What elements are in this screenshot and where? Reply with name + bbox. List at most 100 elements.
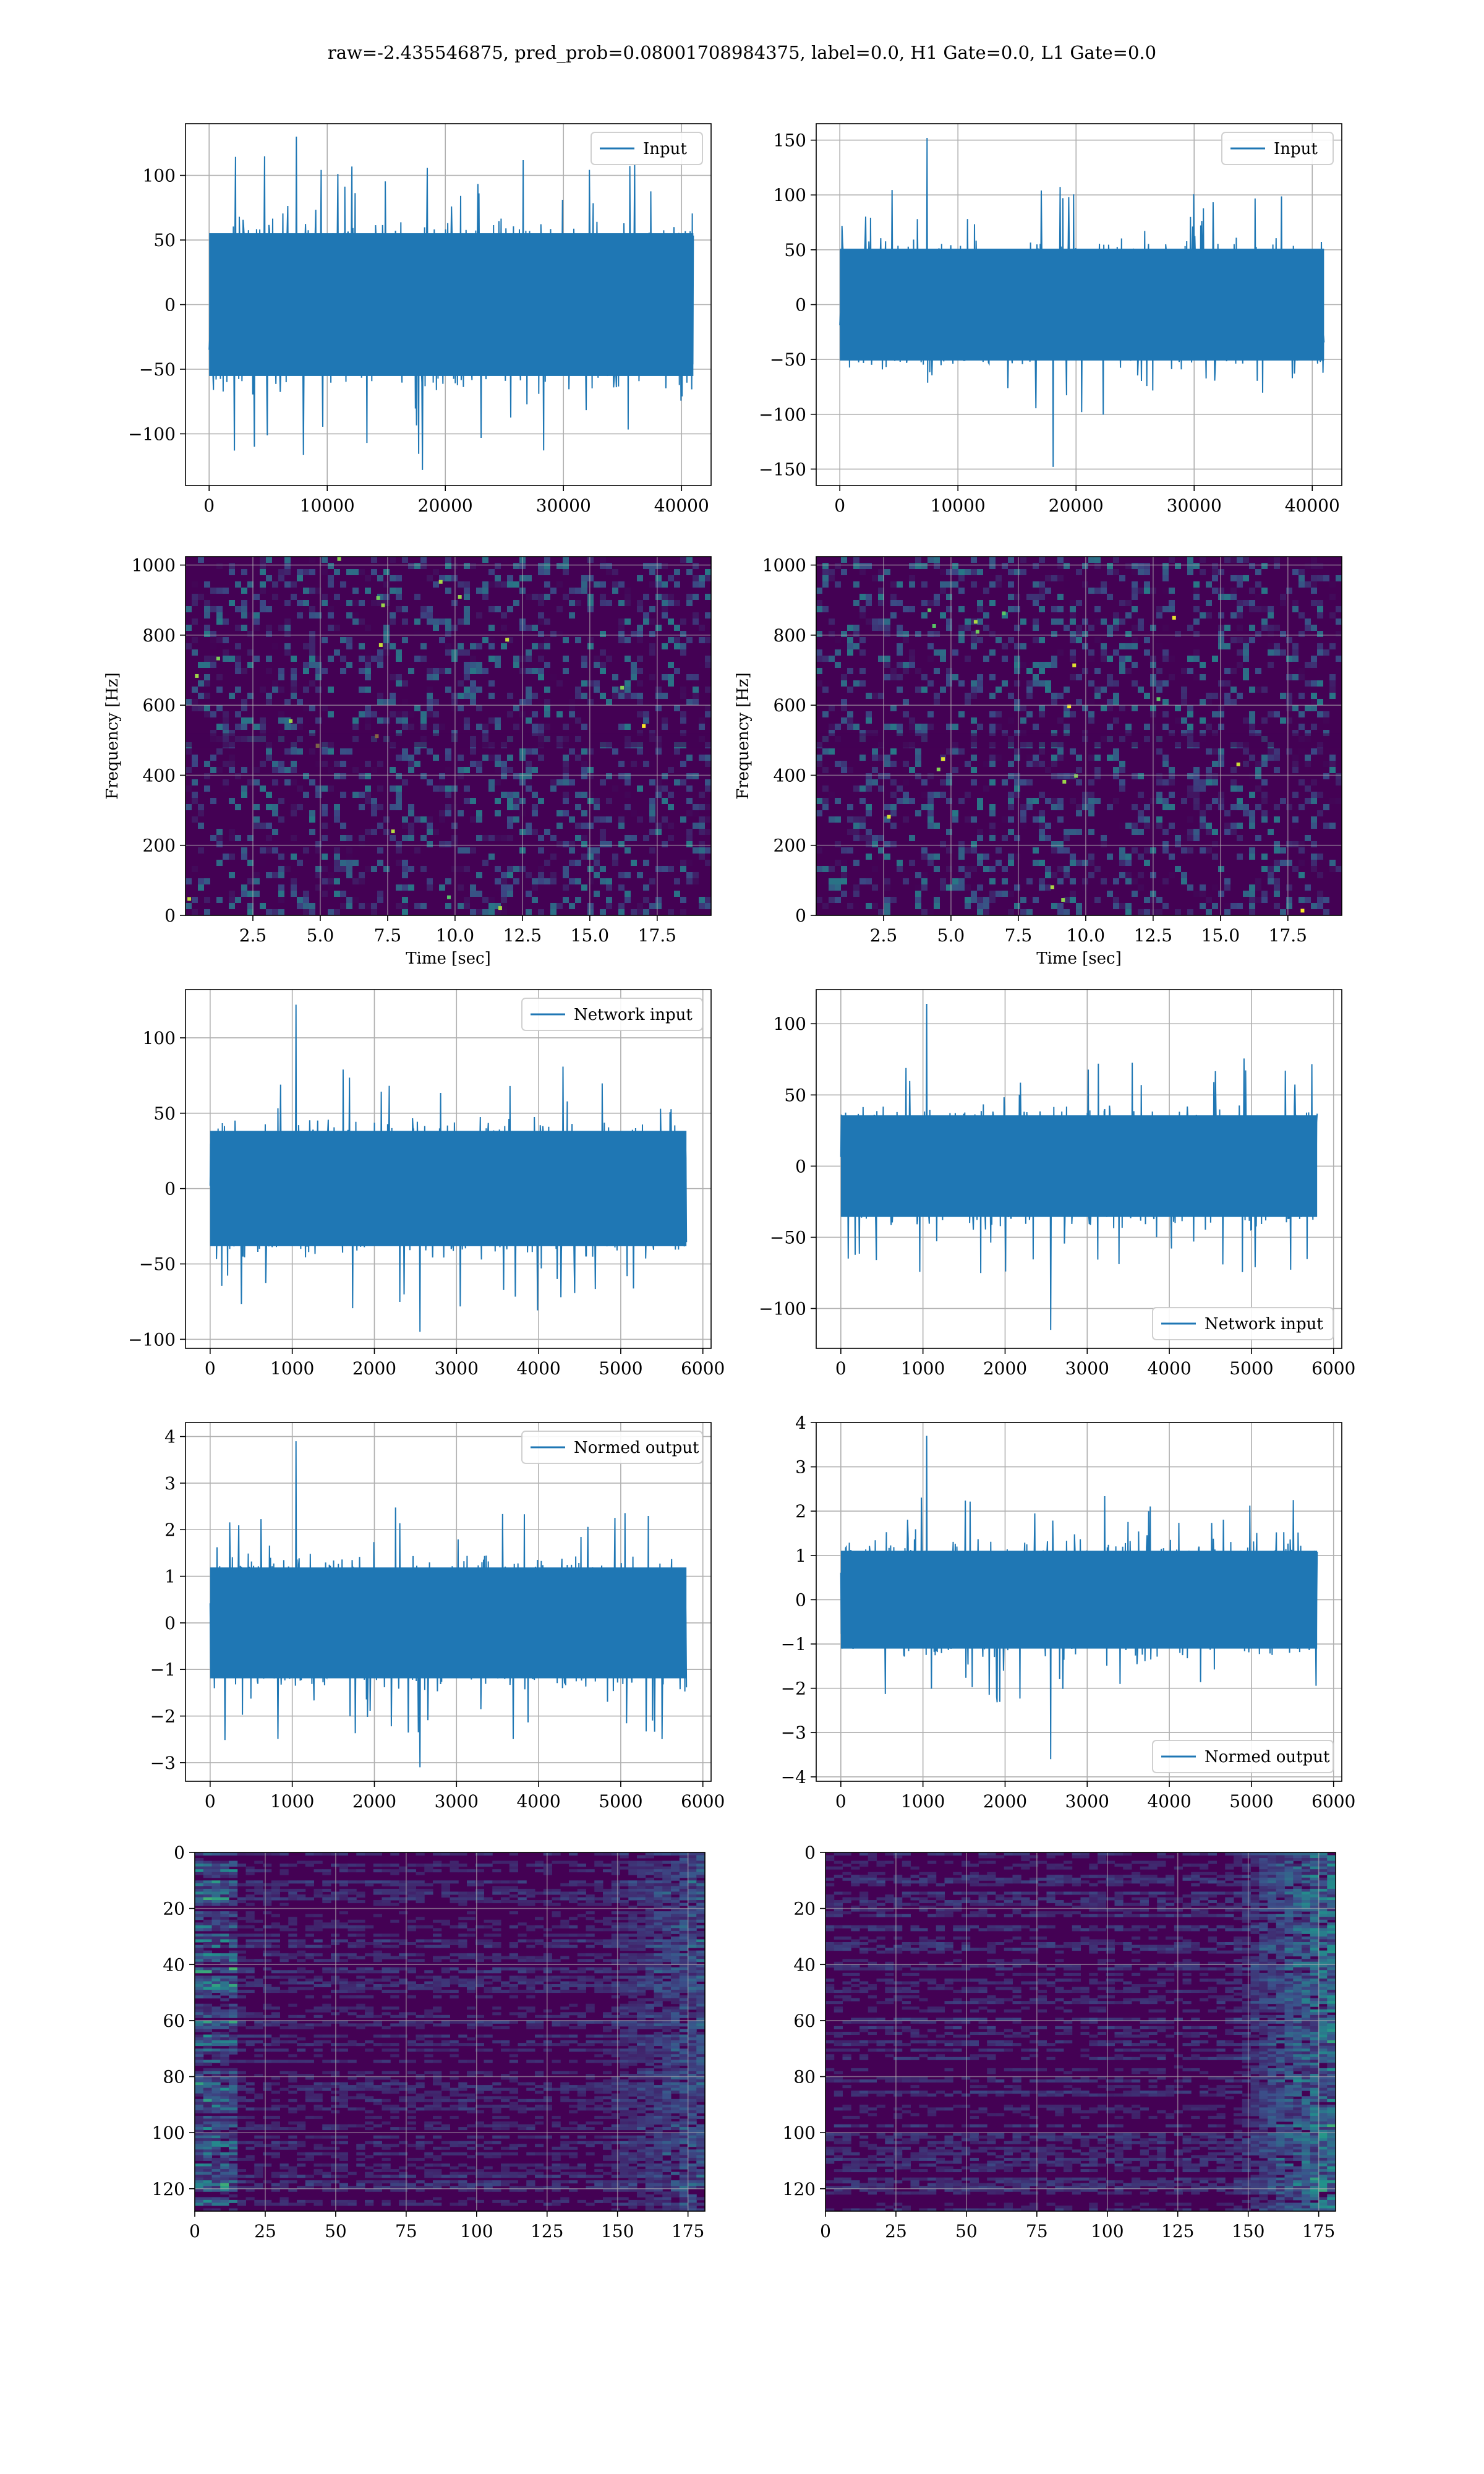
heatmap-cell (195, 1933, 204, 1937)
heatmap-cell (631, 860, 637, 866)
heatmap-cell (339, 1869, 348, 1873)
heatmap-cell (674, 637, 680, 643)
heatmap-cell (271, 1886, 280, 1890)
heatmap-cell (965, 816, 971, 823)
heatmap-cell (211, 1886, 221, 1890)
heatmap-cell (1200, 569, 1206, 575)
heatmap-cell (492, 1860, 501, 1864)
heatmap-cell (383, 699, 390, 705)
heatmap-cell (203, 1995, 212, 1999)
heatmap-cell (637, 1875, 646, 1878)
heatmap-cell (1039, 810, 1045, 816)
heatmap-cell (1175, 705, 1181, 711)
heatmap-cell (266, 847, 272, 854)
heatmap-cell (556, 773, 563, 779)
heatmap-cell (334, 755, 340, 761)
heatmap-cell (1162, 903, 1169, 909)
heatmap-cell (245, 1866, 255, 1870)
heatmap-cell (482, 909, 488, 915)
heatmap-cell (897, 674, 903, 680)
heatmap-cell (390, 575, 396, 581)
heatmap-cell (427, 699, 433, 705)
heatmap-cell (897, 860, 903, 866)
heatmap-cell (1008, 860, 1014, 866)
heatmap-cell (488, 656, 495, 662)
heatmap-cell (365, 662, 371, 668)
heatmap-cell (1218, 693, 1224, 699)
heatmap-cell (688, 1860, 697, 1864)
heatmap-cell (371, 903, 377, 909)
heatmap-cell (822, 569, 829, 575)
heatmap-cell (348, 1928, 357, 1932)
heatmap-cell (1286, 804, 1292, 810)
heatmap-cell (934, 866, 940, 872)
heatmap-cell (359, 711, 365, 717)
heatmap-cell (671, 1967, 680, 1971)
x-tick-label: 20000 (1049, 495, 1104, 516)
heatmap-cell (328, 711, 334, 717)
heatmap-cell (1119, 656, 1125, 662)
heatmap-cell (921, 674, 927, 680)
heatmap-cell (1181, 878, 1187, 884)
heatmap-cell (1218, 612, 1224, 618)
heatmap-cell (450, 1990, 459, 1993)
heatmap-cell (309, 779, 315, 785)
heatmap-cell (1280, 847, 1286, 854)
heatmap-cell (1274, 643, 1280, 649)
heatmap-cell (674, 891, 680, 897)
heatmap-cell (373, 1945, 382, 1948)
heatmap-cell (441, 1883, 450, 1886)
heatmap-cell (1057, 575, 1064, 581)
heatmap-cell (563, 897, 569, 903)
heatmap-cell (284, 557, 291, 563)
heatmap-cell (1144, 563, 1150, 569)
heatmap-cell (934, 594, 940, 600)
heatmap-cell (686, 785, 693, 792)
heatmap-cell (671, 1956, 680, 1959)
heatmap-cell (1280, 649, 1286, 656)
heatmap-cell (575, 755, 581, 761)
heatmap-cell (829, 866, 835, 872)
heatmap-cell (866, 600, 872, 606)
heatmap-cell (1200, 804, 1206, 810)
heatmap-cell (254, 1880, 263, 1884)
heatmap-cell (383, 600, 390, 606)
heatmap-cell (378, 643, 383, 647)
heatmap-cell (1237, 606, 1243, 612)
heatmap-cell (606, 841, 612, 847)
heatmap-cell (866, 785, 872, 792)
heatmap-cell (266, 656, 272, 662)
heatmap-cell (1193, 835, 1200, 841)
heatmap-cell (475, 1981, 484, 1985)
heatmap-cell (322, 891, 328, 897)
heatmap-cell (1317, 872, 1323, 878)
heatmap-cell (577, 1864, 586, 1867)
heatmap-cell (1113, 649, 1119, 656)
heatmap-cell (971, 891, 977, 897)
heatmap-cell (688, 1981, 697, 1985)
heatmap-cell (458, 755, 464, 761)
heatmap-cell (254, 1869, 263, 1873)
heatmap-cell (563, 872, 569, 878)
heatmap-cell (407, 1897, 416, 1901)
heatmap-cell (671, 1981, 680, 1985)
heatmap-cell (340, 581, 346, 588)
heatmap-cell (439, 884, 445, 891)
heatmap-cell (1107, 625, 1113, 631)
heatmap-cell (346, 872, 352, 878)
heatmap-cell (921, 804, 927, 810)
heatmap-cell (662, 1967, 672, 1971)
heatmap-cell (903, 792, 909, 798)
heatmap-cell (816, 897, 822, 903)
heatmap-cell (288, 1933, 297, 1937)
heatmap-cell (989, 866, 996, 872)
heatmap-cell (211, 1922, 221, 1926)
heatmap-cell (946, 779, 952, 785)
heatmap-cell (971, 767, 977, 773)
heatmap-cell (229, 1936, 238, 1940)
heatmap-cell (198, 810, 204, 816)
heatmap-cell (1051, 618, 1057, 625)
x-tick-label: 6000 (1311, 1358, 1355, 1379)
heatmap-cell (346, 662, 352, 668)
heatmap-cell (577, 1967, 586, 1971)
